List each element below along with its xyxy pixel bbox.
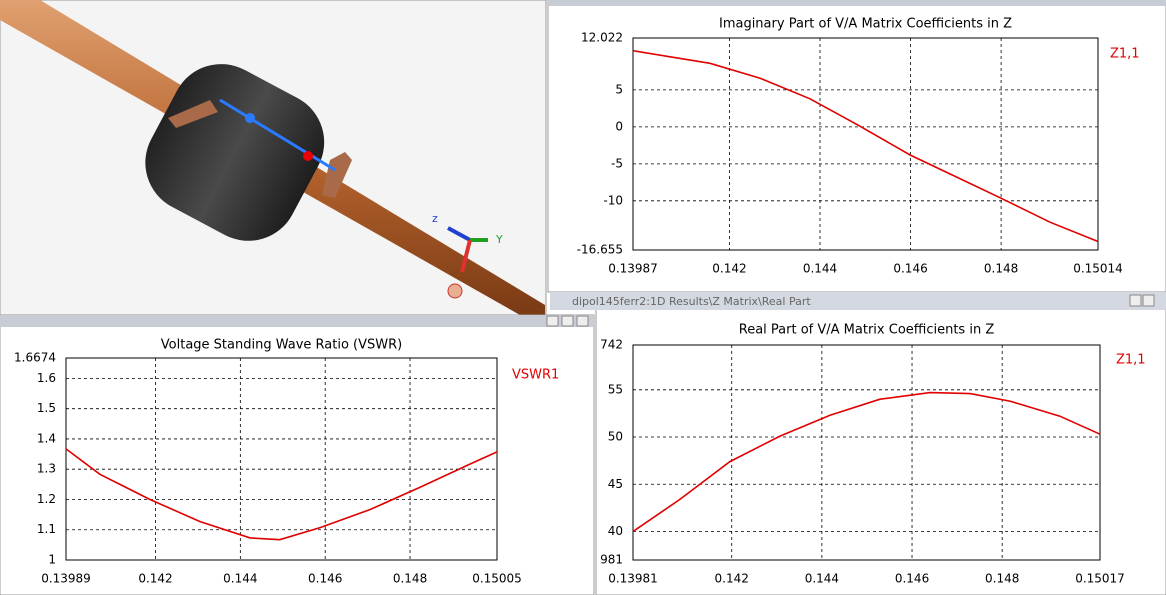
x-tick-label: 0.142	[712, 262, 746, 276]
chart-title: Voltage Standing Wave Ratio (VSWR)	[161, 338, 402, 353]
y-tick-label: 12.022	[581, 31, 623, 45]
y-tick-label: 0	[615, 119, 623, 133]
title-bar	[548, 0, 1166, 6]
origin-marker	[447, 283, 463, 299]
x-tick-label: 0.15014	[1073, 262, 1123, 276]
plot-window	[547, 0, 1166, 293]
axis-z	[447, 226, 471, 242]
x-tick-label: 0.15017	[1075, 572, 1125, 586]
series-line	[632, 391, 1101, 533]
x-tick-label: 0.144	[803, 262, 837, 276]
plot-border	[65, 357, 498, 561]
plot-border	[632, 344, 1101, 561]
x-tick-label: 0.146	[895, 572, 929, 586]
x-tick-label: 0.146	[893, 262, 927, 276]
axis-label: z	[432, 212, 438, 225]
ferrite	[145, 64, 325, 241]
axis-x	[460, 239, 472, 273]
legend-entry: Z1,1	[1116, 353, 1146, 368]
plot-window	[0, 314, 595, 595]
y-tick-label: 1.4	[37, 431, 56, 445]
title-bar	[550, 292, 1166, 310]
legend-entry: VSWR1	[512, 368, 559, 383]
y-tick-label: 1.3	[37, 462, 56, 476]
chart-title: Imaginary Part of V/A Matrix Coefficient…	[719, 17, 1012, 32]
x-tick-label: 0.142	[715, 572, 749, 586]
port-end	[303, 151, 313, 161]
y-tick-label: -10	[603, 193, 623, 207]
window-button[interactable]	[576, 315, 589, 327]
x-tick-label: 0.144	[805, 572, 839, 586]
port-end	[245, 113, 255, 123]
y-tick-label: 1	[48, 553, 56, 567]
chart-title: Real Part of V/A Matrix Coefficients in …	[739, 323, 995, 338]
y-tick-label: 742	[600, 338, 623, 352]
series-line	[632, 49, 1099, 243]
y-tick-label: 1.6	[37, 371, 56, 385]
y-tick-label: -16.655	[577, 243, 623, 257]
y-tick-label: 1.6674	[14, 351, 56, 365]
legend-entry: Z1,1	[1110, 47, 1140, 62]
plot-border	[632, 37, 1099, 251]
clamp	[168, 100, 218, 128]
window-button[interactable]	[561, 315, 574, 327]
plot-window	[595, 291, 1166, 595]
window-button[interactable]	[546, 315, 559, 327]
x-tick-label: 0.13989	[41, 572, 91, 586]
port	[219, 98, 336, 172]
y-tick-label: 5	[615, 82, 623, 96]
x-tick-label: 0.15005	[472, 572, 522, 586]
x-tick-label: 0.148	[393, 572, 427, 586]
y-tick-label: -5	[611, 156, 623, 170]
y-tick-label: 55	[608, 382, 623, 396]
y-tick-label: 40	[608, 524, 623, 538]
3d-view[interactable]: z Y	[0, 0, 547, 316]
x-tick-label: 0.148	[984, 262, 1018, 276]
clamp	[322, 152, 352, 198]
y-tick-label: 1.1	[37, 522, 56, 536]
x-tick-label: 0.148	[985, 572, 1019, 586]
x-tick-label: 0.144	[223, 572, 257, 586]
x-tick-label: 0.13981	[608, 572, 658, 586]
y-tick-label: 45	[608, 477, 623, 491]
series-line	[65, 448, 498, 541]
x-tick-label: 0.142	[138, 572, 172, 586]
axis-label: Y	[495, 233, 503, 246]
window-button[interactable]	[1129, 294, 1142, 307]
y-tick-label: 50	[608, 430, 623, 444]
title-bar	[0, 315, 594, 327]
x-tick-label: 0.13987	[608, 262, 658, 276]
x-tick-label: 0.146	[308, 572, 342, 586]
y-tick-label: 1.2	[37, 492, 56, 506]
y-tick-label: 1.5	[37, 401, 56, 415]
window-title: dipol145ferr2:1D Results\Z Matrix\Real P…	[572, 295, 811, 308]
y-tick-label: 981	[600, 553, 623, 567]
window-button[interactable]	[1142, 294, 1155, 307]
